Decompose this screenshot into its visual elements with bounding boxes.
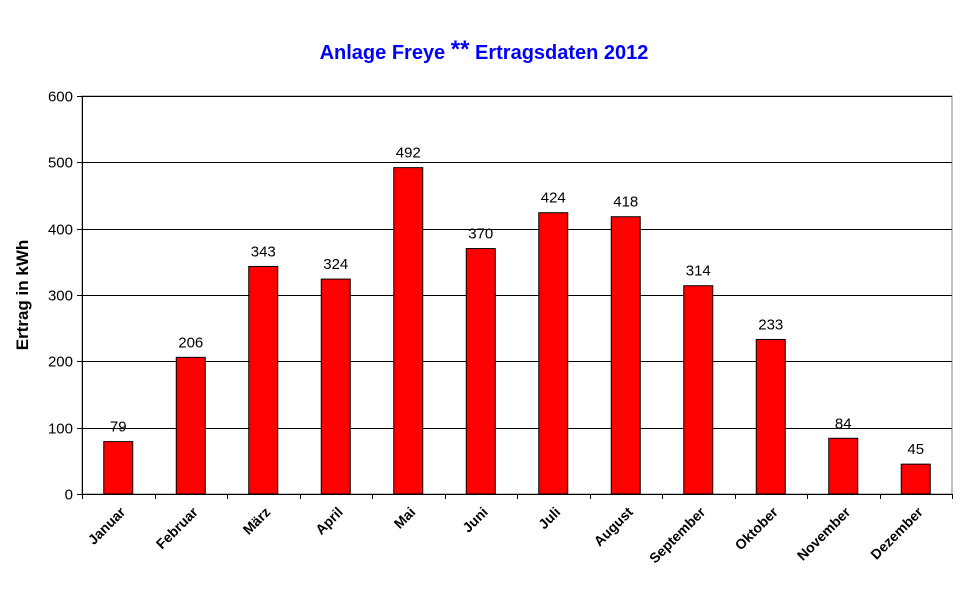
x-tick-label: Juli (535, 504, 563, 532)
chart-title-part1: Anlage Freye (319, 42, 446, 64)
chart-title-stars: ** (450, 36, 470, 63)
y-tick-label: 200 (48, 354, 73, 371)
data-label: 424 (541, 190, 566, 207)
x-tick-label: Dezember (867, 503, 926, 562)
x-tick-label: April (312, 504, 346, 538)
bar-märz (248, 265, 279, 495)
chart-title: Anlage Freye ** Ertragsdaten 2012 (0, 36, 968, 65)
data-label: 324 (323, 256, 348, 273)
data-label: 418 (613, 194, 638, 211)
y-axis-label: Ertrag in kWh (13, 240, 32, 351)
data-label: 206 (178, 334, 203, 351)
x-tick-label: August (590, 504, 636, 550)
data-label: 343 (251, 243, 276, 260)
x-tick-label: September (646, 503, 709, 566)
x-tick-label: Oktober (732, 503, 782, 553)
data-label: 314 (686, 263, 711, 280)
bar-august (610, 216, 641, 495)
x-tick-label: November (794, 503, 854, 563)
y-tick-label: 0 (65, 487, 73, 504)
bar-april (320, 278, 351, 495)
data-label: 370 (468, 226, 493, 243)
bar-mai (393, 167, 424, 495)
bar-juni (465, 248, 496, 495)
data-label: 84 (835, 415, 852, 432)
y-tick-label: 500 (48, 155, 73, 172)
y-tick-label: 100 (48, 421, 73, 438)
y-tick-label: 300 (48, 288, 73, 305)
x-tick-label: März (239, 504, 273, 538)
x-tick-label: Mai (391, 504, 419, 532)
x-tick-label: Februar (153, 503, 202, 552)
data-label: 79 (110, 419, 127, 436)
x-tick-label: Juni (459, 504, 491, 536)
bar-september (683, 285, 714, 495)
bar-november (828, 437, 859, 495)
bar-juli (538, 212, 569, 495)
y-tick-label: 600 (48, 89, 73, 106)
bar-februar (175, 356, 206, 495)
data-label: 233 (758, 316, 783, 333)
bar-dezember (900, 463, 931, 495)
bar-januar (103, 441, 134, 495)
x-tick-label: Januar (85, 503, 129, 547)
data-label: 492 (396, 145, 421, 162)
y-tick-label: 400 (48, 222, 73, 239)
bar-oktober (755, 338, 786, 495)
chart-title-part2: Ertragsdaten 2012 (475, 42, 649, 64)
data-label: 45 (907, 441, 924, 458)
